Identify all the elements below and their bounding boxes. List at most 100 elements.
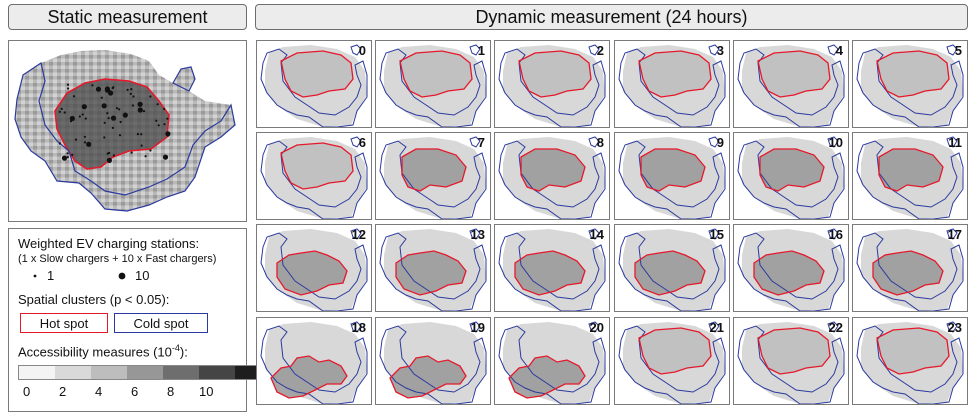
hour-hot-spot: [270, 355, 348, 399]
hour-cold-spot-small: [350, 136, 362, 148]
hour-map-dense: [277, 251, 347, 295]
hour-panel: 9: [614, 132, 730, 220]
hour-map: [618, 136, 726, 219]
hour-map: [498, 228, 606, 311]
hour-map-dense: [515, 251, 585, 295]
station-dot: [163, 123, 166, 126]
legend-color-ramp: [18, 365, 272, 380]
legend-dot-small-icon: [33, 274, 37, 278]
hour-cold-spot-small: [469, 321, 481, 333]
hour-panel: 19: [375, 317, 491, 405]
hour-panel: 21: [614, 317, 730, 405]
hour-hot-spot: [638, 327, 712, 375]
hour-label: 17: [947, 227, 962, 242]
hour-map-dense: [877, 51, 949, 97]
station-dot: [149, 95, 152, 98]
station-dot: [162, 154, 169, 160]
ramp-swatch: [199, 366, 235, 379]
station-dot: [115, 107, 119, 110]
station-dot: [71, 153, 74, 156]
legend-stations-subtitle: (1 x Slow chargers + 10 x Fast chargers): [18, 253, 217, 265]
hour-cold-spot: [737, 325, 845, 404]
station-dot: [129, 92, 132, 95]
hour-cold-spot-small: [827, 44, 839, 56]
hour-hot-spot: [395, 250, 467, 296]
hour-label: 14: [589, 227, 604, 242]
hour-panel: 8: [494, 132, 610, 220]
station-dot: [58, 110, 61, 113]
hour-panel: 7: [375, 132, 491, 220]
station-dot: [140, 144, 143, 147]
hour-panel: 11: [852, 132, 968, 220]
station-dot: [130, 151, 133, 154]
station-dot: [156, 103, 159, 106]
hour-hot-spot: [389, 355, 467, 399]
station-dot: [66, 152, 69, 155]
hour-hot-spot: [280, 50, 354, 98]
hour-hot-spot: [878, 148, 944, 192]
station-dot: [83, 135, 86, 138]
ramp-tick-label: 4: [95, 384, 103, 399]
hour-map: [856, 321, 964, 404]
hour-map: [856, 136, 964, 219]
hour-panel: 5: [852, 40, 968, 128]
hour-panel: 15: [614, 224, 730, 312]
static-map-dense: [55, 79, 169, 169]
hour-map-dense: [396, 251, 466, 295]
legend: Weighted EV charging stations: (1 x Slow…: [8, 228, 272, 412]
hour-map-dense: [877, 328, 949, 374]
hour-label: 15: [709, 227, 724, 242]
hour-cold-spot-small: [946, 321, 958, 333]
hour-hot-spot: [634, 250, 706, 296]
legend-symbols: [33, 272, 126, 280]
hour-cold-spot: [498, 48, 606, 127]
hour-cold-spot-small: [588, 136, 600, 148]
hour-cold-spot-small: [827, 321, 839, 333]
hour-map-dense: [519, 51, 591, 97]
hour-map-dense: [879, 149, 943, 191]
station-dot: [106, 152, 109, 155]
station-dot: [110, 115, 117, 121]
hour-hot-spot: [399, 50, 473, 98]
hour-label: 16: [828, 227, 843, 242]
hour-hot-spot: [514, 250, 586, 296]
hour-panel: 23: [852, 317, 968, 405]
station-dot: [66, 83, 70, 86]
legend-access-title-exp: -4: [171, 343, 180, 353]
hour-hot-spot: [872, 250, 944, 296]
hour-map: [618, 321, 726, 404]
hour-map: [260, 136, 368, 219]
hour-cold-spot-small: [708, 228, 720, 240]
dynamic-header: Dynamic measurement (24 hours): [255, 4, 968, 30]
station-dot: [69, 115, 75, 122]
hour-panel: 6: [256, 132, 372, 220]
hour-map-dense: [521, 149, 585, 191]
hour-label: 19: [470, 320, 485, 335]
hour-cold-spot-small: [708, 136, 720, 148]
station-dot: [140, 133, 143, 136]
station-dot: [166, 117, 169, 120]
station-dot: [106, 157, 112, 163]
station-dot: [163, 107, 166, 111]
station-dot: [95, 86, 102, 92]
hour-label: 18: [351, 320, 366, 335]
hour-cold-spot-small: [469, 228, 481, 240]
hour-label: 22: [828, 320, 843, 335]
station-dot: [101, 103, 107, 109]
hour-map: [379, 321, 487, 404]
hour-label: 2: [596, 43, 604, 58]
station-dot: [108, 90, 114, 96]
station-dot: [131, 104, 134, 107]
hour-map: [737, 228, 845, 311]
hour-cold-spot: [379, 140, 487, 219]
station-dot: [78, 115, 81, 118]
hour-panel: 22: [733, 317, 849, 405]
legend-access-title-end: ):: [179, 344, 188, 360]
hour-cold-spot: [856, 140, 964, 219]
hour-cold-spot-small: [946, 136, 958, 148]
hour-panel: 3: [614, 40, 730, 128]
hour-panel: 20: [494, 317, 610, 405]
station-dot: [106, 112, 109, 115]
legend-dot-large-icon: [118, 272, 126, 280]
hour-map-dense: [402, 149, 466, 191]
